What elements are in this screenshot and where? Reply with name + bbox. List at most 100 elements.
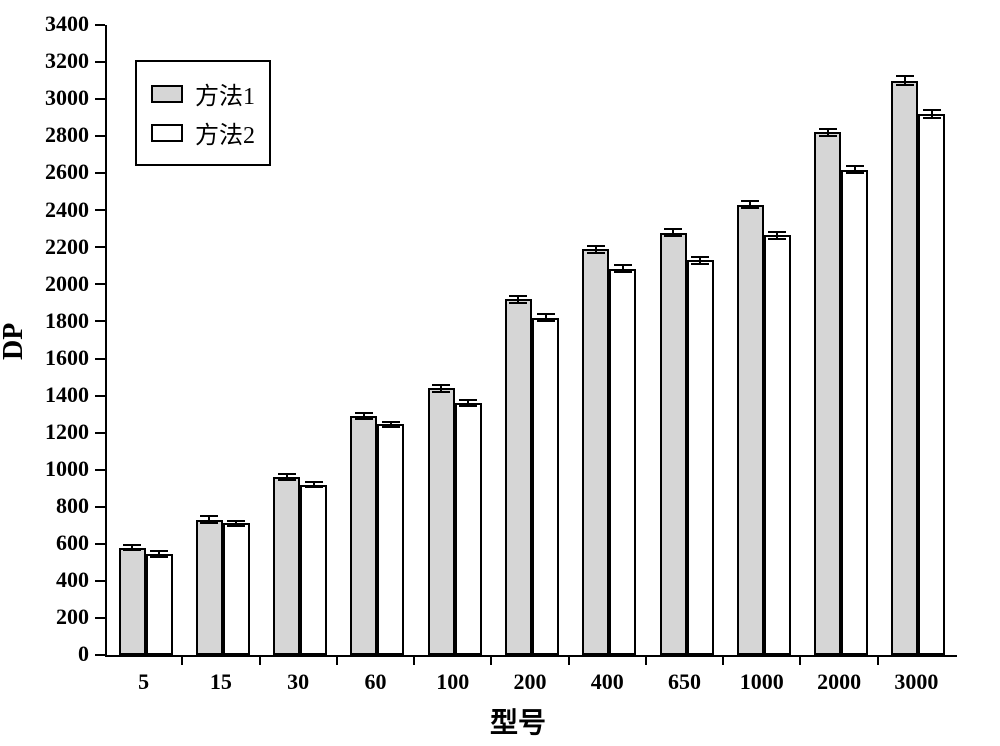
legend: 方法1方法2	[135, 60, 271, 166]
error-cap	[923, 117, 941, 119]
legend-label: 方法2	[195, 115, 255, 150]
x-tick-label: 3000	[878, 669, 955, 695]
error-cap	[200, 522, 218, 524]
error-cap	[459, 405, 477, 407]
y-tick	[95, 543, 105, 545]
error-cap	[432, 384, 450, 386]
y-tick-label: 1400	[0, 382, 89, 408]
x-tick	[645, 655, 647, 665]
x-axis-label: 型号	[490, 701, 546, 741]
error-cap	[614, 271, 632, 273]
y-tick	[95, 61, 105, 63]
bar-series2	[532, 318, 559, 655]
y-tick	[95, 209, 105, 211]
x-tick	[259, 655, 261, 665]
y-tick	[95, 506, 105, 508]
bar-series1	[196, 520, 223, 655]
error-cap	[227, 525, 245, 527]
y-tick-label: 1200	[0, 419, 89, 445]
error-cap	[150, 550, 168, 552]
error-cap	[227, 520, 245, 522]
bar-series2	[223, 523, 250, 655]
bar-series1	[428, 388, 455, 655]
bar-series1	[582, 249, 609, 655]
bar-series2	[146, 554, 173, 655]
x-tick-label: 200	[491, 669, 568, 695]
bar-series2	[377, 424, 404, 655]
x-tick-label: 30	[260, 669, 337, 695]
y-tick	[95, 135, 105, 137]
x-tick	[181, 655, 183, 665]
error-cap	[691, 263, 709, 265]
x-tick	[336, 655, 338, 665]
x-tick-label: 5	[105, 669, 182, 695]
error-cap	[664, 228, 682, 230]
error-cap	[819, 135, 837, 137]
x-tick	[877, 655, 879, 665]
error-cap	[355, 412, 373, 414]
error-cap	[587, 252, 605, 254]
y-tick-label: 200	[0, 604, 89, 630]
y-tick-label: 1600	[0, 345, 89, 371]
error-cap	[509, 295, 527, 297]
y-tick-label: 2600	[0, 159, 89, 185]
y-tick	[95, 98, 105, 100]
error-cap	[741, 200, 759, 202]
error-cap	[382, 426, 400, 428]
y-tick-label: 1800	[0, 308, 89, 334]
y-tick-label: 0	[0, 641, 89, 667]
y-tick	[95, 320, 105, 322]
x-tick-label: 2000	[800, 669, 877, 695]
error-cap	[200, 515, 218, 517]
bar-series1	[891, 81, 918, 655]
x-tick-label: 60	[337, 669, 414, 695]
y-tick	[95, 432, 105, 434]
y-tick-label: 1000	[0, 456, 89, 482]
error-cap	[923, 109, 941, 111]
x-tick-label: 15	[182, 669, 259, 695]
bar-series1	[273, 477, 300, 655]
y-tick-label: 2400	[0, 197, 89, 223]
y-tick	[95, 24, 105, 26]
error-cap	[305, 486, 323, 488]
bar-series2	[300, 485, 327, 655]
error-cap	[846, 172, 864, 174]
bar-series1	[350, 416, 377, 655]
error-cap	[614, 264, 632, 266]
x-tick	[413, 655, 415, 665]
error-cap	[846, 165, 864, 167]
error-cap	[537, 320, 555, 322]
y-tick	[95, 358, 105, 360]
y-tick-label: 400	[0, 567, 89, 593]
error-cap	[896, 75, 914, 77]
y-tick-label: 2800	[0, 122, 89, 148]
error-cap	[459, 399, 477, 401]
legend-item: 方法1	[151, 76, 255, 111]
dp-bar-chart: DP 型号 方法1方法2 020040060080010001200140016…	[0, 0, 1000, 746]
y-tick-label: 600	[0, 530, 89, 556]
x-tick	[490, 655, 492, 665]
y-tick	[95, 246, 105, 248]
error-cap	[150, 556, 168, 558]
legend-swatch	[151, 124, 183, 142]
y-tick	[95, 283, 105, 285]
y-tick	[95, 654, 105, 656]
bar-series2	[764, 235, 791, 655]
error-cap	[509, 302, 527, 304]
error-cap	[123, 549, 141, 551]
y-tick-label: 3400	[0, 11, 89, 37]
bar-series1	[814, 132, 841, 655]
y-tick	[95, 617, 105, 619]
error-cap	[278, 473, 296, 475]
x-tick	[722, 655, 724, 665]
x-tick-label: 650	[646, 669, 723, 695]
error-cap	[896, 84, 914, 86]
bar-series1	[119, 548, 146, 655]
legend-swatch	[151, 85, 183, 103]
error-cap	[819, 128, 837, 130]
legend-item: 方法2	[151, 115, 255, 150]
x-tick	[568, 655, 570, 665]
error-cap	[537, 313, 555, 315]
y-tick-label: 2200	[0, 234, 89, 260]
x-tick-label: 1000	[723, 669, 800, 695]
